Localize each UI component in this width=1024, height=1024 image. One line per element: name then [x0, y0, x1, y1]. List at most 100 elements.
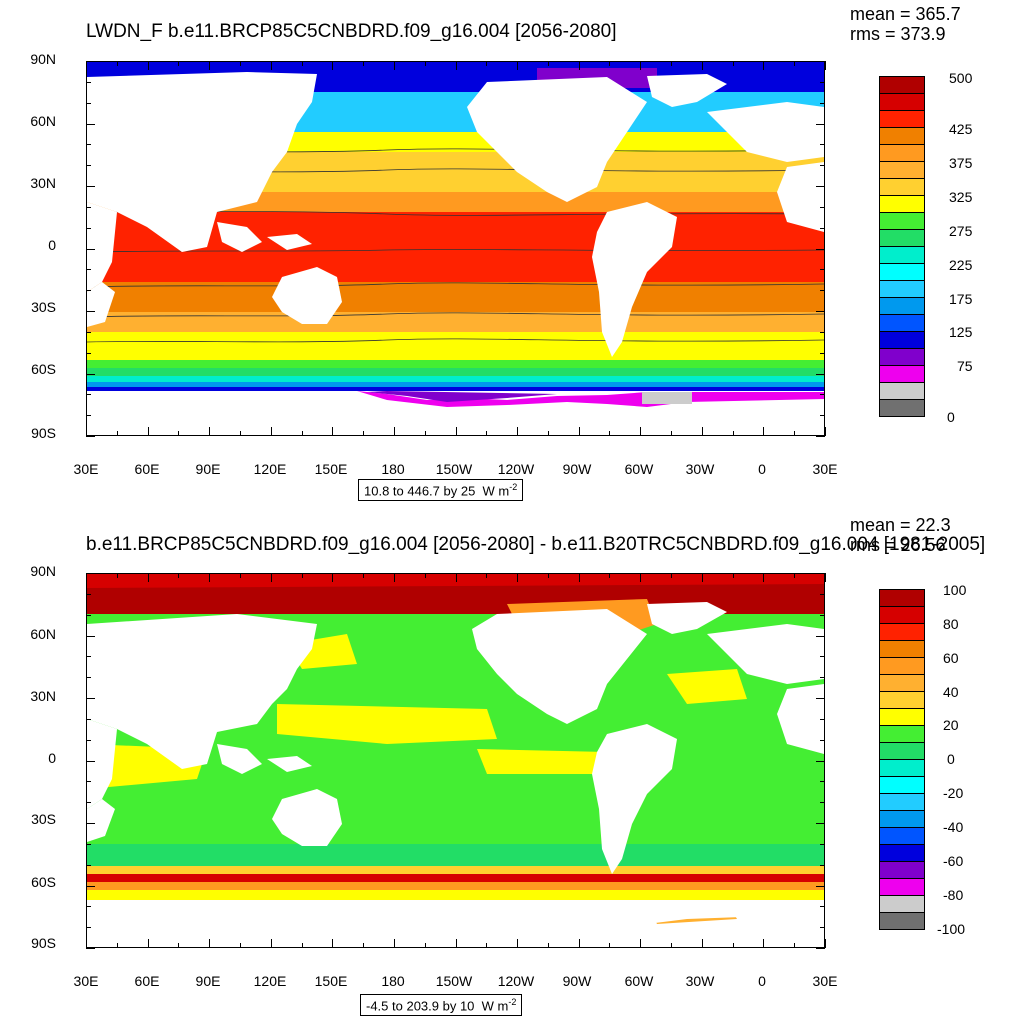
- bottom-lat-label: 90N: [30, 563, 56, 579]
- top-lon-label: 0: [758, 461, 766, 477]
- top-colorbar-label: 0: [947, 409, 955, 425]
- colorbar-swatch: [879, 178, 925, 196]
- axis-tick: [86, 573, 87, 582]
- axis-tick: [209, 61, 211, 70]
- axis-tick: [820, 352, 825, 354]
- axis-tick: [86, 573, 95, 574]
- colorbar-swatch: [879, 912, 925, 930]
- axis-tick: [820, 206, 825, 208]
- axis-tick: [86, 394, 91, 396]
- axis-tick: [363, 431, 365, 436]
- axis-tick: [820, 781, 825, 783]
- top-map-field: [87, 62, 824, 435]
- top-map-mean: mean = 365.7: [850, 4, 961, 24]
- axis-tick: [820, 81, 825, 83]
- axis-tick: [455, 573, 457, 582]
- colorbar-swatch: [879, 759, 925, 777]
- bottom-colorbar-label: -40: [943, 819, 964, 835]
- axis-tick: [393, 573, 395, 582]
- axis-tick: [640, 573, 642, 582]
- bottom-lat-label: 90S: [31, 935, 56, 951]
- axis-tick: [671, 431, 673, 436]
- axis-tick: [609, 943, 611, 948]
- bottom-range-text: -4.5 to 203.9 by 10: [366, 998, 475, 1014]
- axis-tick: [147, 61, 149, 70]
- top-lon-label: 60E: [134, 461, 160, 477]
- bottom-units-exponent: -2: [508, 997, 517, 1007]
- axis-tick: [147, 427, 149, 436]
- axis-tick: [820, 165, 825, 167]
- axis-tick: [424, 431, 426, 436]
- top-map-stats: mean = 365.7 rms = 373.9: [850, 4, 961, 44]
- axis-tick: [820, 614, 825, 616]
- axis-tick: [609, 573, 611, 578]
- axis-tick: [820, 227, 825, 229]
- axis-tick: [794, 943, 796, 948]
- bottom-lon-label: 30E: [73, 973, 99, 989]
- colorbar-swatch: [879, 589, 925, 607]
- axis-tick: [816, 823, 825, 824]
- axis-tick: [640, 939, 642, 948]
- bottom-range-box: -4.5 to 203.9 by 10 W m-2: [360, 994, 523, 1017]
- bottom-lon-label: 180: [381, 973, 405, 989]
- axis-tick: [609, 431, 611, 436]
- axis-tick: [816, 635, 825, 637]
- axis-tick: [86, 823, 95, 824]
- axis-tick: [86, 165, 91, 167]
- bottom-colorbar-label: 100: [943, 582, 967, 598]
- axis-tick: [820, 739, 825, 741]
- top-lon-label: 60W: [624, 461, 654, 477]
- axis-tick: [178, 431, 180, 436]
- bottom-lat-label: 60N: [30, 626, 56, 642]
- colorbar-swatch: [879, 331, 925, 349]
- axis-tick: [86, 61, 95, 62]
- top-lon-label: 150E: [314, 461, 348, 477]
- top-lon-label: 120W: [497, 461, 535, 477]
- axis-tick: [547, 61, 549, 66]
- colorbar-swatch: [879, 657, 925, 675]
- colorbar-swatch: [879, 708, 925, 726]
- axis-tick: [424, 61, 426, 66]
- axis-tick: [578, 427, 580, 436]
- axis-tick: [86, 248, 95, 250]
- colorbar-swatch: [879, 195, 925, 213]
- axis-tick: [86, 311, 95, 312]
- top-units-exponent: -2: [509, 482, 518, 492]
- axis-tick: [178, 943, 180, 948]
- axis-tick: [209, 427, 211, 436]
- colorbar-swatch: [879, 110, 925, 128]
- axis-tick: [671, 61, 673, 66]
- colorbar-swatch: [879, 212, 925, 230]
- axis-tick: [86, 843, 91, 845]
- axis-tick: [820, 269, 825, 271]
- colorbar-swatch: [879, 348, 925, 366]
- bottom-map-mean: mean = 22.3: [850, 515, 951, 535]
- colorbar-swatch: [879, 895, 925, 913]
- axis-tick: [393, 939, 395, 948]
- axis-tick: [820, 906, 825, 908]
- axis-tick: [578, 61, 580, 70]
- colorbar-swatch: [879, 382, 925, 400]
- axis-tick: [816, 311, 825, 312]
- top-map-title: LWDN_F b.e11.BRCP85C5CNBDRD.f09_g16.004 …: [86, 21, 617, 42]
- axis-tick: [332, 61, 334, 70]
- axis-tick: [301, 61, 303, 66]
- axis-tick: [820, 843, 825, 845]
- axis-tick: [86, 614, 91, 616]
- axis-tick: [86, 948, 95, 949]
- top-colorbar-label: 125: [949, 324, 973, 340]
- axis-tick: [816, 248, 825, 250]
- axis-tick: [820, 144, 825, 146]
- bottom-colorbar-label: -20: [943, 785, 964, 801]
- axis-tick: [732, 431, 734, 436]
- top-lat-label: 60N: [30, 113, 56, 129]
- axis-tick: [794, 431, 796, 436]
- axis-tick: [732, 943, 734, 948]
- axis-tick: [816, 123, 825, 125]
- axis-tick: [701, 573, 703, 582]
- axis-tick: [820, 290, 825, 292]
- top-colorbar-label: 275: [949, 223, 973, 239]
- bottom-lat-label: 30S: [31, 811, 56, 827]
- axis-tick: [455, 939, 457, 948]
- axis-tick: [825, 61, 826, 70]
